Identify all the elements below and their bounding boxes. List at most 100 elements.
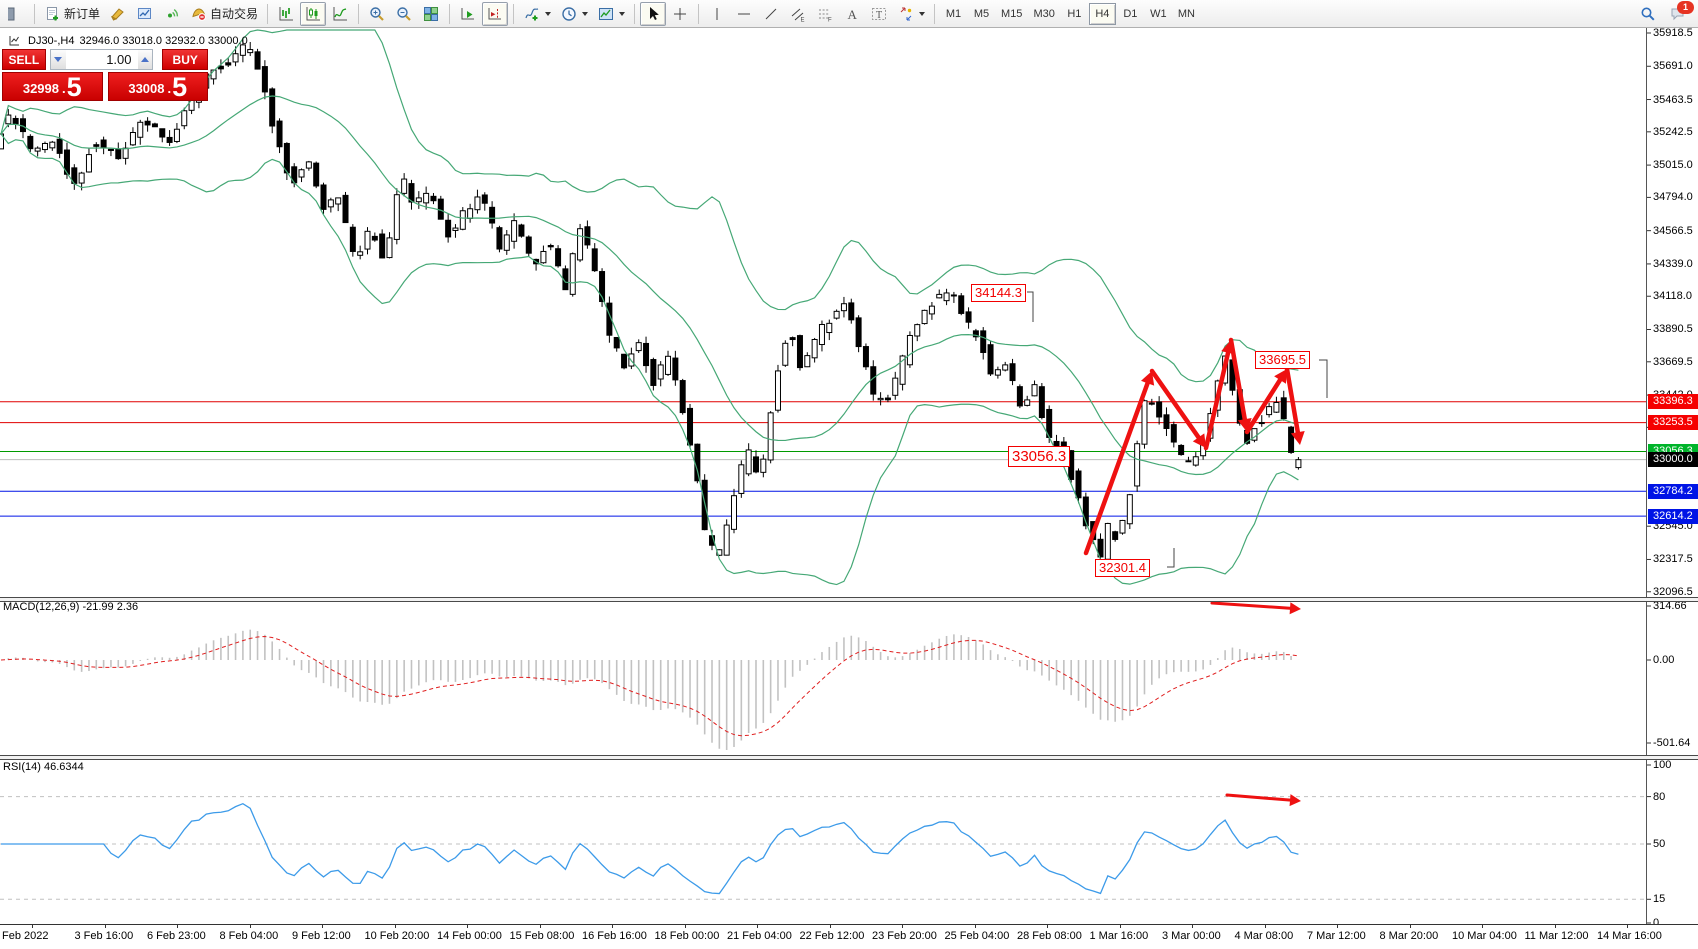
window-fragment-button[interactable]: [3, 2, 29, 26]
time-axis-tick: [1409, 925, 1411, 928]
buy-button[interactable]: BUY: [162, 49, 209, 70]
candlestick-mode-button[interactable]: [300, 1, 327, 26]
macd-axis-tick: 314.66: [1653, 600, 1687, 612]
volume-increase-button[interactable]: [137, 49, 154, 70]
zoom-out-button[interactable]: [391, 2, 417, 26]
time-axis-tick: [1119, 925, 1121, 928]
timeframe-m30-button[interactable]: M30: [1033, 7, 1055, 20]
arrow-up-icon: [140, 57, 149, 62]
crosshair-tool-button[interactable]: [667, 2, 693, 26]
tile-windows-button[interactable]: [418, 2, 444, 26]
time-axis-tick: [177, 925, 178, 928]
equidistant-channel-tool-button[interactable]: E: [785, 2, 811, 26]
timeframe-h4-button[interactable]: H4: [1088, 2, 1116, 25]
auto-scroll-button[interactable]: [455, 2, 481, 26]
auto-trading-button[interactable]: 自动交易: [186, 2, 262, 26]
crayon-button[interactable]: [105, 2, 131, 26]
time-axis[interactable]: Feb 2022 3 Feb 16:00 6 Feb 23:00 8 Feb 04:0…: [0, 924, 1698, 949]
price-badge-33396.3: 33396.3: [1648, 394, 1698, 410]
trendline-tool-button[interactable]: [758, 2, 784, 26]
price-axis-tick: 32096.5: [1653, 585, 1693, 598]
timeframe-mn-button[interactable]: MN: [1177, 7, 1195, 20]
volume-decrease-button[interactable]: [49, 49, 66, 70]
svg-text:F: F: [828, 17, 832, 22]
price-axis-tick: 34118.0: [1653, 290, 1692, 303]
crosshair-icon: [672, 5, 689, 22]
fibonacci-tool-button[interactable]: F: [812, 2, 838, 26]
text-tool-button[interactable]: A: [839, 2, 865, 26]
market-watch-button[interactable]: [132, 2, 158, 26]
price-axis-border: [1646, 28, 1647, 925]
new-order-button[interactable]: 新订单: [40, 2, 104, 26]
price-axis-tick: 35691.0: [1653, 60, 1693, 73]
notifications-button[interactable]: 1: [1665, 0, 1694, 26]
search-icon: [1640, 5, 1657, 22]
toolbar-separator: [34, 3, 35, 24]
macd-axis-tick: -501.64: [1653, 737, 1691, 749]
horizontal-line-tool-button[interactable]: [731, 2, 757, 26]
time-axis-label: 8 Mar 20:00: [1379, 930, 1439, 942]
chevron-down-icon: [545, 11, 552, 16]
timeframe-h1-button[interactable]: H1: [1067, 7, 1082, 20]
time-axis-tick: [1264, 925, 1266, 928]
toolbar-separator: [358, 3, 360, 24]
time-axis-label: 14 Mar 16:00: [1597, 930, 1662, 942]
autotrade-icon: [190, 5, 207, 22]
buy-price-point: .: [167, 81, 172, 96]
time-axis-label: 3 Mar 00:00: [1162, 930, 1221, 942]
price-annotation-33056.3[interactable]: 33056.3: [1008, 446, 1071, 467]
timeframe-d1-button[interactable]: D1: [1123, 7, 1138, 20]
price-annotation-34144.3[interactable]: 34144.3: [971, 284, 1026, 302]
time-axis-label: 6 Feb 23:00: [147, 930, 206, 942]
time-axis-label: 21 Feb 04:00: [727, 930, 792, 942]
time-axis-tick: [539, 925, 541, 928]
time-axis-label: 11 Mar 12:00: [1524, 930, 1589, 942]
time-axis-tick: [612, 925, 613, 928]
price-annotation-32301.4[interactable]: 32301.4: [1095, 559, 1150, 577]
timeframe-m1-button[interactable]: M1: [945, 7, 962, 20]
chart-shift-button[interactable]: [482, 1, 509, 26]
trendline-icon: [763, 5, 780, 22]
line-chart-icon: [332, 5, 349, 22]
timeframe-w1-button[interactable]: W1: [1150, 7, 1167, 20]
toolbar-separator: [449, 3, 451, 24]
sell-button[interactable]: SELL: [2, 49, 46, 70]
text-label-icon: T: [871, 5, 888, 22]
candlestick-icon: [305, 5, 322, 22]
time-axis-label: 25 Feb 04:00: [944, 930, 1010, 942]
text-label-tool-button[interactable]: T: [866, 2, 892, 26]
timeframe-m15-button[interactable]: M15: [1001, 7, 1023, 20]
rsi-axis-tick: 15: [1653, 893, 1666, 906]
sell-price-button[interactable]: 32998. 5: [2, 72, 103, 101]
timeframe-m5-button[interactable]: M5: [973, 7, 990, 20]
price-axis-tick: 34566.5: [1653, 224, 1693, 237]
time-axis-tick: [1337, 925, 1338, 928]
zoom-in-button[interactable]: [364, 2, 390, 26]
pane-splitter-rsi[interactable]: [0, 755, 1698, 760]
arrows-tool-button[interactable]: [893, 2, 929, 26]
toolbar-separator: [634, 3, 636, 24]
price-axis-tick: 34339.0: [1653, 257, 1693, 270]
buy-price-int: 33008: [128, 81, 165, 96]
new-order-label: 新订单: [64, 7, 101, 21]
line-chart-mode-button[interactable]: [327, 2, 353, 26]
new-order-icon: [44, 5, 61, 22]
vertical-line-tool-button[interactable]: [704, 2, 730, 26]
bar-chart-mode-button[interactable]: [273, 2, 299, 26]
search-button[interactable]: [1635, 2, 1661, 26]
tile-windows-icon: [423, 5, 440, 22]
buy-price-button[interactable]: 33008. 5: [107, 72, 208, 101]
signals-button[interactable]: [159, 2, 185, 26]
cursor-tool-button[interactable]: [640, 1, 667, 26]
periods-button[interactable]: [556, 2, 592, 26]
indicators-list-button[interactable]: [519, 2, 555, 26]
bar-chart-icon: [278, 5, 295, 22]
price-axis-tick: 33890.5: [1653, 323, 1693, 336]
volume-input[interactable]: [65, 49, 138, 70]
svg-text:T: T: [876, 10, 882, 21]
pane-splitter-macd[interactable]: [0, 597, 1698, 602]
templates-button[interactable]: [593, 2, 629, 26]
window-fragment-icon: [8, 5, 25, 22]
price-annotation-33695.5[interactable]: 33695.5: [1255, 351, 1310, 369]
